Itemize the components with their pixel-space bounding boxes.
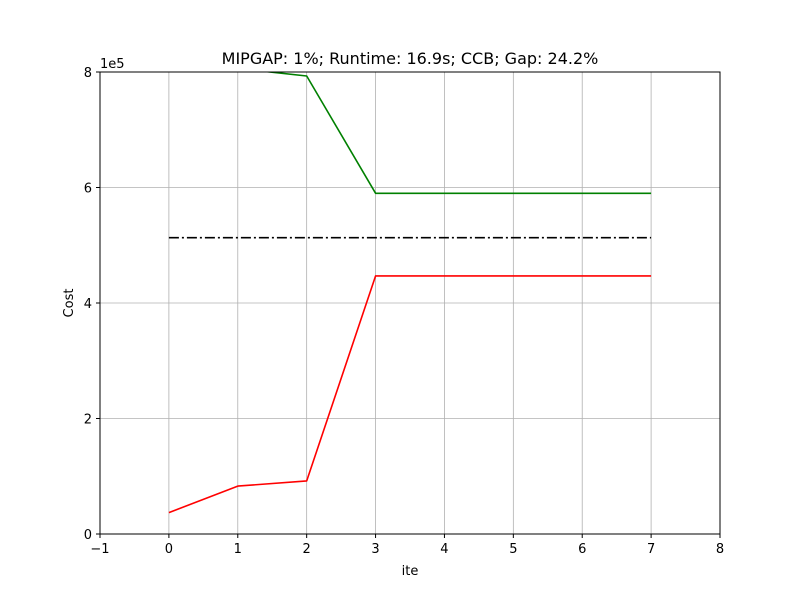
y-scale-label: 1e5 [100,57,125,72]
y-tick-label: 2 [84,413,92,428]
series-group [168,72,652,514]
x-tick-label: 1 [234,542,242,557]
x-tick-label: 6 [578,542,586,557]
x-tick-label: 8 [716,542,724,557]
chart-title: MIPGAP: 1%; Runtime: 16.9s; CCB; Gap: 24… [222,49,599,68]
x-axis-label: ite [402,564,419,579]
y-axis-label: Cost [62,289,77,318]
x-tick-label: 5 [509,542,517,557]
x-tick-label: 7 [647,542,655,557]
series-line-1 [262,72,652,195]
series-line-2 [168,275,652,514]
y-tick-label: 6 [84,182,92,197]
x-tick-label: −1 [90,542,109,557]
x-tick-label: 0 [165,542,173,557]
x-tick-label: 4 [440,542,448,557]
x-tick-label: 2 [303,542,311,557]
y-tick-label: 0 [84,528,92,543]
y-tick-label: 8 [84,66,92,81]
y-tick-label: 4 [84,297,92,312]
x-tick-label: 3 [371,542,379,557]
